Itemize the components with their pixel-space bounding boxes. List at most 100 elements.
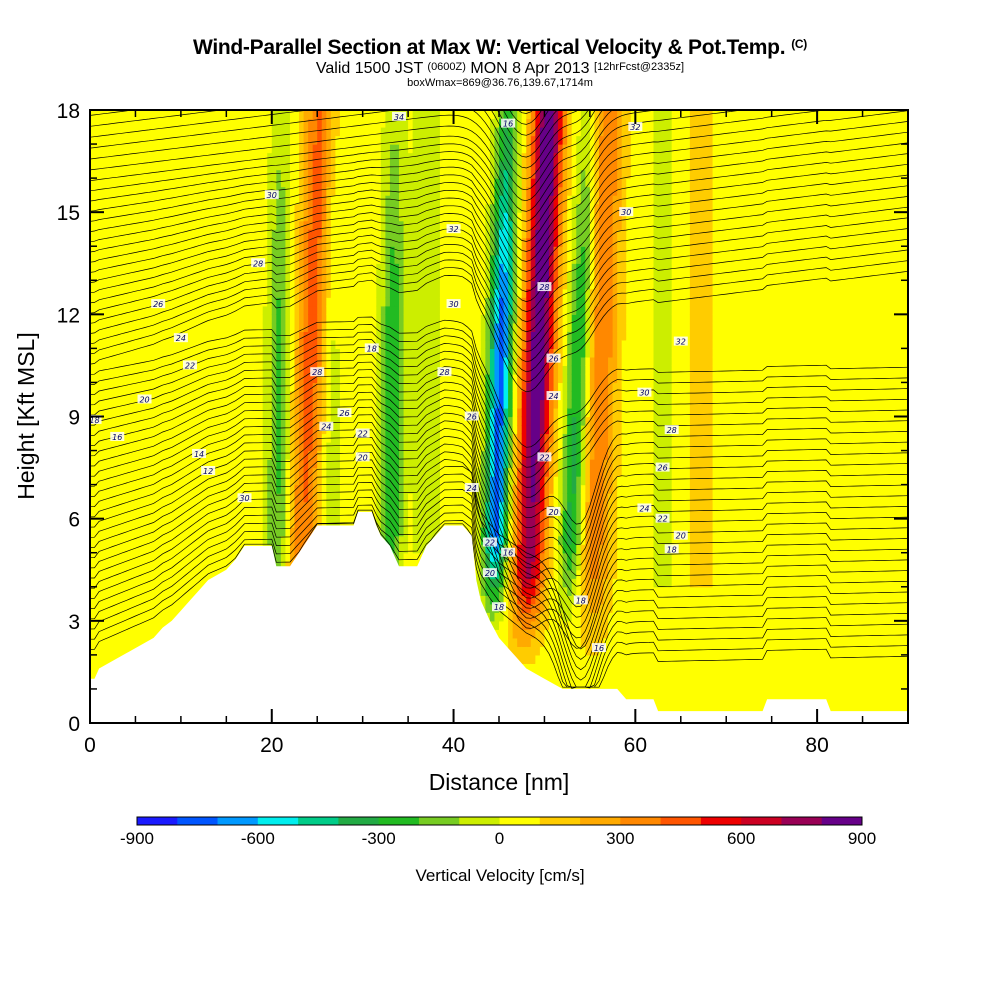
isentrope-line: [90, 238, 908, 363]
contour-label: 24: [546, 391, 561, 401]
isentrope-line: [90, 110, 596, 180]
contour-label: 20: [546, 506, 561, 517]
terrain: [90, 511, 908, 723]
colorbar-label: Vertical Velocity [cm/s]: [415, 866, 584, 885]
isentrope-line: [90, 346, 908, 488]
contour-label: 26: [151, 299, 166, 309]
contour-label: 24: [637, 503, 652, 513]
axes: 0 20 40 60 80 0 3 6 9 12 15 18: [57, 100, 908, 757]
colorbar-swatch: [418, 817, 460, 825]
contour-label: 28: [251, 258, 266, 268]
contour-label: 26: [337, 408, 352, 418]
y-axis-label: Height [Kft MSL]: [13, 332, 39, 499]
x-tick-label: 60: [624, 734, 647, 757]
chart-subtitle: Valid 1500 JST (0600Z) MON 8 Apr 2013 [1…: [315, 60, 685, 77]
contour-label: 16: [110, 431, 125, 442]
x-axis-label: Distance [nm]: [429, 769, 570, 795]
isentrope-line: [90, 131, 908, 262]
isentrope-line: [90, 354, 908, 498]
isentrope-line: [90, 228, 908, 353]
colorbar-swatch: [217, 817, 259, 825]
contour-label: 20: [482, 568, 497, 578]
colorbar-swatch: [338, 817, 380, 825]
isentrope-line: [90, 196, 908, 323]
colorbar-tick-label: -600: [241, 829, 275, 848]
colorbar-tick-label: 300: [606, 829, 634, 848]
isentrope-line: [90, 369, 908, 535]
contour-label: 22: [655, 513, 670, 524]
contour-label: 16: [591, 643, 606, 653]
isentrope-line: [517, 110, 534, 114]
colorbar-frame: [136, 816, 863, 826]
isentrope-line: [90, 0, 908, 81]
y-tick-label: 3: [68, 611, 80, 634]
isentrope-line: [90, 260, 908, 383]
terrain-profile: [90, 511, 908, 723]
isentrope-line: [90, 174, 908, 302]
contour-label: 18: [90, 414, 102, 425]
contour-label: 12: [201, 465, 216, 476]
colorbar-swatch: [660, 817, 702, 825]
contour-label: 16: [501, 547, 516, 558]
y-tick-label: 0: [68, 713, 80, 736]
contour-label: 20: [137, 394, 152, 404]
isentrope-line: [90, 110, 589, 169]
contour-label: 32: [446, 224, 461, 234]
isentrope-line: [90, 504, 908, 688]
isentrope-line: [90, 110, 603, 191]
colorbar-swatch: [741, 817, 782, 825]
contour-label: 26: [464, 411, 479, 422]
contour-label: 30: [264, 190, 279, 200]
contour-label: 16: [501, 118, 516, 129]
isentrope-line: [90, 110, 746, 222]
colorbar-tick-label: 900: [848, 829, 876, 848]
contour-label: 24: [464, 483, 479, 493]
contour-label: 32: [673, 336, 688, 347]
isentrope-line: [90, 436, 908, 628]
contour-label: 30: [446, 299, 461, 309]
colorbar-swatch: [137, 817, 178, 825]
isentrope-line: [90, 249, 908, 373]
isentrope-line: [90, 421, 908, 608]
isentrope-line: [90, 110, 613, 202]
contour-label: 24: [173, 333, 188, 343]
contour-label: 26: [546, 353, 561, 364]
isentrope-line: [90, 361, 908, 525]
colorbar-tick-label: 0: [495, 829, 504, 848]
isentrope-line: [90, 324, 908, 458]
colorbar-swatch: [257, 817, 299, 825]
contour-label: 28: [437, 367, 452, 377]
contour-label: 28: [664, 425, 679, 435]
isentrope-line: [90, 110, 908, 242]
contour-label: 24: [319, 421, 334, 432]
isentrope-line: [90, 331, 908, 468]
isentrope-line: [90, 451, 908, 649]
isentrope-line: [90, 509, 908, 688]
contour-label: 18: [492, 602, 506, 612]
contour-label: 20: [355, 452, 370, 462]
contour-label: 22: [355, 428, 370, 439]
y-tick-label: 9: [68, 407, 80, 430]
isentrope-line: [90, 0, 908, 103]
colorbar-swatch: [459, 817, 500, 825]
contour-label: 28: [310, 367, 325, 377]
contour-label: 30: [237, 493, 252, 503]
colorbar-swatch: [620, 817, 662, 825]
isentrope-line: [90, 384, 908, 556]
contour-label: 20: [673, 530, 688, 541]
contour-label: 34: [392, 111, 407, 122]
x-tick-label: 0: [84, 734, 96, 757]
colorbar-swatch: [298, 817, 339, 825]
isentrope-line: [90, 110, 660, 212]
contour-label: 22: [482, 537, 497, 548]
y-tick-label: 12: [57, 304, 80, 327]
colorbar-swatch: [781, 817, 823, 825]
contour-label: 30: [637, 387, 652, 398]
contour-label: 22: [537, 452, 552, 462]
isentrope-line: [90, 339, 908, 478]
colorbar-tick-label: -900: [120, 829, 154, 848]
colorbar-swatch: [378, 817, 420, 825]
isentrope-line: [90, 497, 908, 689]
colorbar: -900 -600 -300 0 300 600 900: [120, 816, 876, 848]
